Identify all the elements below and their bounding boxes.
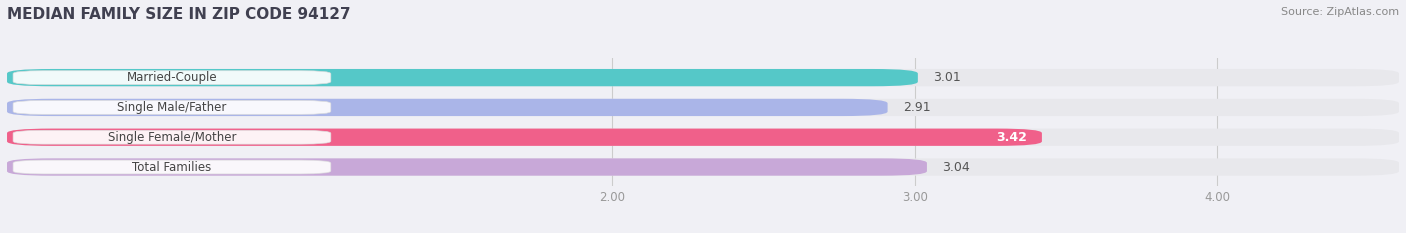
FancyBboxPatch shape — [7, 69, 1399, 86]
FancyBboxPatch shape — [13, 100, 330, 114]
FancyBboxPatch shape — [7, 158, 1399, 176]
Text: 3.01: 3.01 — [934, 71, 960, 84]
Text: MEDIAN FAMILY SIZE IN ZIP CODE 94127: MEDIAN FAMILY SIZE IN ZIP CODE 94127 — [7, 7, 350, 22]
FancyBboxPatch shape — [7, 158, 927, 176]
Text: Single Female/Mother: Single Female/Mother — [108, 131, 236, 144]
Text: 3.04: 3.04 — [942, 161, 970, 174]
FancyBboxPatch shape — [13, 130, 330, 144]
FancyBboxPatch shape — [7, 99, 887, 116]
FancyBboxPatch shape — [13, 71, 330, 85]
Text: Source: ZipAtlas.com: Source: ZipAtlas.com — [1281, 7, 1399, 17]
Text: Total Families: Total Families — [132, 161, 211, 174]
Text: Married-Couple: Married-Couple — [127, 71, 218, 84]
FancyBboxPatch shape — [7, 129, 1042, 146]
FancyBboxPatch shape — [7, 99, 1399, 116]
Text: Single Male/Father: Single Male/Father — [117, 101, 226, 114]
FancyBboxPatch shape — [7, 129, 1399, 146]
FancyBboxPatch shape — [7, 69, 918, 86]
FancyBboxPatch shape — [13, 160, 330, 174]
Text: 2.91: 2.91 — [903, 101, 931, 114]
Text: 3.42: 3.42 — [995, 131, 1026, 144]
